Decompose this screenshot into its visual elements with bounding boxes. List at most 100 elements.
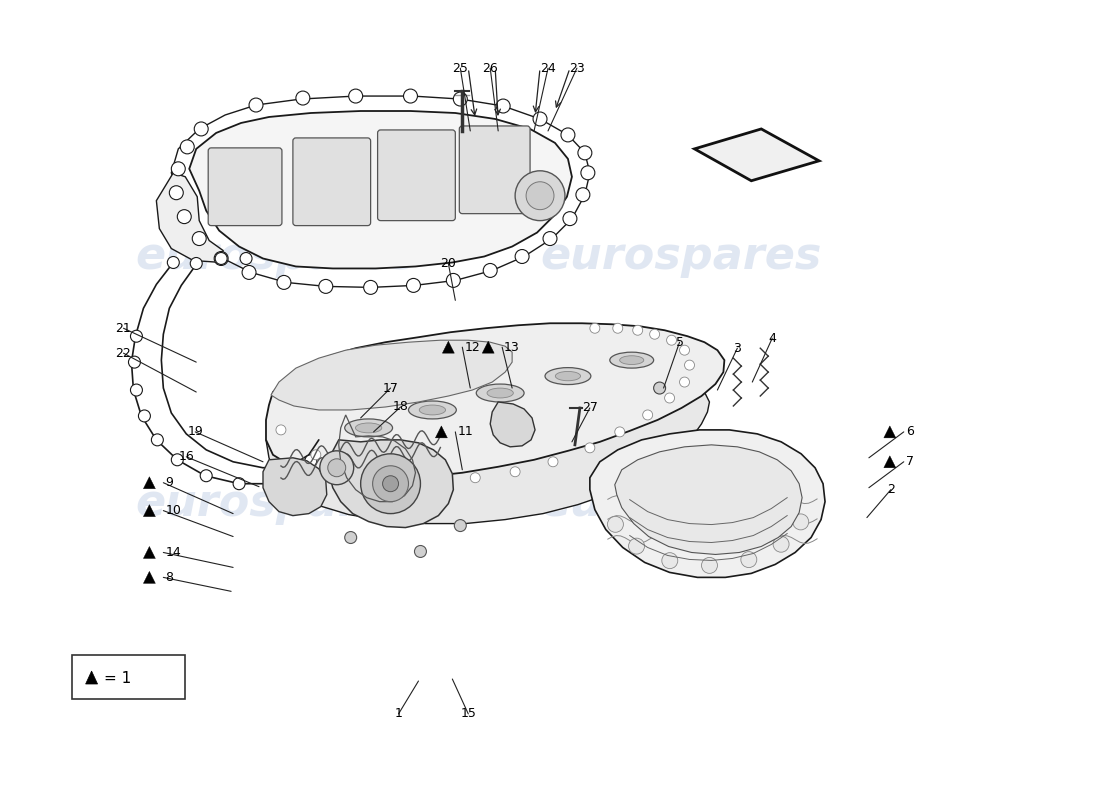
Text: 23: 23 — [569, 62, 585, 74]
Circle shape — [216, 253, 227, 265]
Circle shape — [242, 266, 256, 279]
Text: 21: 21 — [116, 322, 131, 334]
Circle shape — [510, 466, 520, 477]
Circle shape — [233, 478, 245, 490]
Polygon shape — [442, 342, 454, 353]
Circle shape — [543, 231, 557, 246]
Circle shape — [471, 473, 481, 482]
Circle shape — [662, 553, 678, 569]
FancyBboxPatch shape — [460, 126, 530, 214]
Polygon shape — [189, 111, 572, 269]
Circle shape — [667, 335, 676, 345]
Text: 27: 27 — [582, 402, 597, 414]
Circle shape — [653, 382, 666, 394]
Circle shape — [249, 98, 263, 112]
Circle shape — [650, 330, 660, 339]
Text: 25: 25 — [452, 62, 469, 74]
Circle shape — [684, 360, 694, 370]
Text: eurospares: eurospares — [541, 482, 822, 525]
Text: 6: 6 — [905, 426, 914, 438]
Circle shape — [581, 166, 595, 180]
Text: 15: 15 — [460, 707, 476, 721]
Circle shape — [415, 546, 427, 558]
Circle shape — [793, 514, 808, 530]
Circle shape — [349, 89, 363, 103]
Polygon shape — [143, 505, 155, 517]
Polygon shape — [143, 477, 155, 489]
Circle shape — [240, 253, 252, 265]
Circle shape — [320, 451, 354, 485]
Circle shape — [447, 274, 460, 287]
Polygon shape — [482, 342, 494, 353]
FancyBboxPatch shape — [72, 655, 185, 699]
Circle shape — [632, 326, 642, 335]
Circle shape — [453, 92, 468, 106]
Circle shape — [139, 410, 151, 422]
Circle shape — [276, 425, 286, 435]
Circle shape — [129, 356, 141, 368]
Text: 26: 26 — [482, 62, 498, 74]
Circle shape — [311, 450, 321, 460]
Circle shape — [680, 377, 690, 387]
Ellipse shape — [344, 419, 393, 437]
Ellipse shape — [355, 423, 382, 433]
Circle shape — [430, 474, 440, 485]
FancyBboxPatch shape — [293, 138, 371, 226]
Circle shape — [172, 454, 184, 466]
Text: 2: 2 — [887, 483, 894, 496]
Ellipse shape — [544, 368, 591, 385]
Circle shape — [296, 91, 310, 105]
Circle shape — [404, 89, 418, 103]
Circle shape — [526, 182, 554, 210]
Circle shape — [680, 345, 690, 355]
Polygon shape — [266, 382, 710, 523]
Circle shape — [364, 281, 377, 294]
Text: 5: 5 — [675, 336, 683, 349]
Polygon shape — [329, 440, 453, 527]
Text: 11: 11 — [458, 426, 473, 438]
Ellipse shape — [609, 352, 653, 368]
Circle shape — [190, 258, 202, 270]
Text: 13: 13 — [504, 341, 520, 354]
Circle shape — [172, 162, 185, 176]
Polygon shape — [883, 426, 895, 438]
Circle shape — [131, 330, 142, 342]
Circle shape — [534, 112, 547, 126]
Circle shape — [319, 279, 333, 294]
Circle shape — [289, 469, 301, 481]
Circle shape — [277, 275, 290, 290]
Circle shape — [664, 393, 674, 403]
Text: eurospares: eurospares — [135, 482, 417, 525]
Polygon shape — [263, 458, 327, 515]
Polygon shape — [436, 426, 448, 438]
Circle shape — [200, 470, 212, 482]
Text: eurospares: eurospares — [541, 235, 822, 278]
Circle shape — [373, 466, 408, 502]
Circle shape — [615, 427, 625, 437]
Polygon shape — [491, 402, 535, 447]
Text: 18: 18 — [393, 401, 408, 414]
Ellipse shape — [408, 401, 456, 419]
Text: 12: 12 — [464, 341, 480, 354]
Polygon shape — [271, 340, 513, 410]
Circle shape — [515, 250, 529, 263]
Circle shape — [561, 128, 575, 142]
Circle shape — [169, 186, 184, 200]
Circle shape — [590, 323, 600, 334]
Circle shape — [515, 170, 565, 221]
Circle shape — [152, 434, 163, 446]
Polygon shape — [883, 456, 895, 468]
Text: eurospares: eurospares — [135, 235, 417, 278]
Text: 8: 8 — [165, 571, 174, 584]
Circle shape — [483, 263, 497, 278]
Circle shape — [390, 473, 400, 482]
Circle shape — [167, 257, 179, 269]
Circle shape — [383, 476, 398, 492]
Ellipse shape — [487, 388, 514, 398]
Polygon shape — [156, 173, 223, 262]
Ellipse shape — [476, 384, 524, 402]
Polygon shape — [143, 546, 155, 558]
Ellipse shape — [556, 371, 581, 381]
Text: 20: 20 — [440, 257, 456, 270]
Circle shape — [328, 458, 345, 477]
